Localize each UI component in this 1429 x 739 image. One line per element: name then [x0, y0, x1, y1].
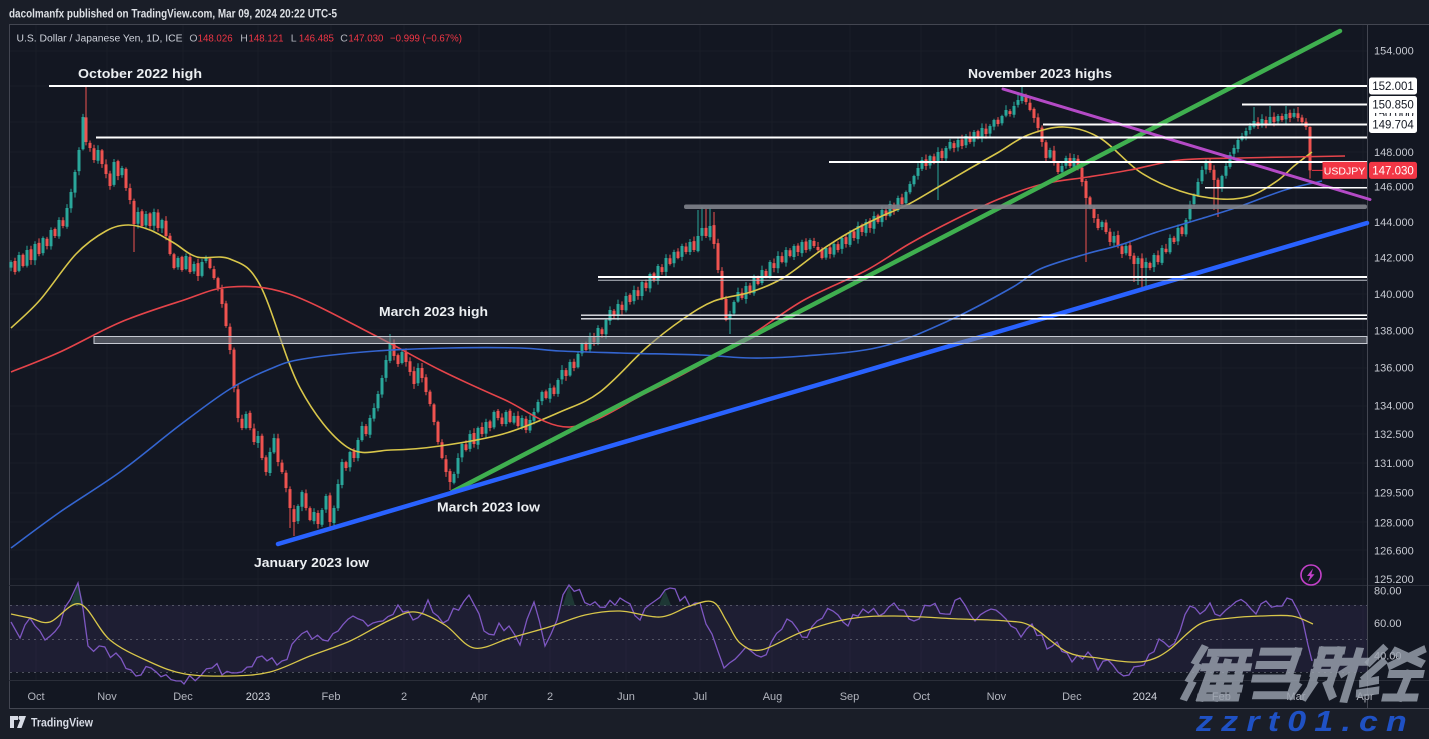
svg-text:126.600: 126.600 — [1374, 545, 1414, 557]
svg-text:C: C — [340, 33, 348, 45]
svg-text:128.000: 128.000 — [1374, 517, 1414, 529]
svg-text:Oct: Oct — [913, 691, 930, 703]
svg-text:USDJPY: USDJPY — [1324, 165, 1365, 177]
svg-text:142.000: 142.000 — [1374, 253, 1414, 265]
svg-text:Jul: Jul — [693, 691, 707, 703]
svg-text:March 2023 high: March 2023 high — [379, 305, 488, 319]
svg-text:Apr: Apr — [470, 691, 487, 703]
svg-text:147.030: 147.030 — [1372, 165, 1414, 177]
svg-text:March 2023 low: March 2023 low — [437, 501, 540, 515]
svg-text:L: L — [291, 33, 297, 45]
svg-text:149.704: 149.704 — [1372, 120, 1414, 132]
svg-text:80.00: 80.00 — [1374, 586, 1402, 598]
svg-text:Oct: Oct — [27, 691, 44, 703]
svg-text:2023: 2023 — [246, 691, 270, 703]
svg-text:−0.999 (−0.67%): −0.999 (−0.67%) — [390, 33, 462, 45]
svg-text:January 2023 low: January 2023 low — [254, 556, 369, 570]
svg-text:Nov: Nov — [987, 691, 1007, 703]
svg-text:October 2022 high: October 2022 high — [78, 67, 202, 81]
svg-text:147.030: 147.030 — [348, 33, 383, 45]
svg-text:Jun: Jun — [617, 691, 635, 703]
svg-text:Dec: Dec — [173, 691, 193, 703]
svg-text:Dec: Dec — [1062, 691, 1082, 703]
svg-text:dacolmanfx published on Tradin: dacolmanfx published on TradingView.com,… — [9, 7, 337, 21]
svg-text:146.000: 146.000 — [1374, 182, 1414, 194]
svg-text:November 2023 highs: November 2023 highs — [968, 67, 1112, 81]
svg-text:Aug: Aug — [763, 691, 783, 703]
svg-text:134.000: 134.000 — [1374, 401, 1414, 413]
svg-text:148.121: 148.121 — [249, 33, 284, 45]
svg-text:129.500: 129.500 — [1374, 488, 1414, 500]
svg-text:zzrt01.cn: zzrt01.cn — [1195, 706, 1415, 738]
svg-text:U.S. Dollar / Japanese Yen, 1D: U.S. Dollar / Japanese Yen, 1D, ICE — [17, 33, 183, 45]
svg-text:2: 2 — [401, 691, 407, 703]
svg-text:154.000: 154.000 — [1374, 46, 1414, 58]
svg-text:148.000: 148.000 — [1374, 147, 1414, 159]
svg-text:60.00: 60.00 — [1374, 618, 1402, 630]
svg-text:Feb: Feb — [322, 691, 341, 703]
svg-text:152.001: 152.001 — [1372, 81, 1414, 93]
svg-text:131.000: 131.000 — [1374, 458, 1414, 470]
svg-text:Nov: Nov — [97, 691, 117, 703]
svg-text:H: H — [240, 33, 248, 45]
svg-text:144.000: 144.000 — [1374, 217, 1414, 229]
svg-text:TradingView: TradingView — [31, 716, 94, 730]
svg-text:Sep: Sep — [840, 691, 860, 703]
svg-text:136.000: 136.000 — [1374, 363, 1414, 375]
svg-text:148.026: 148.026 — [198, 33, 233, 45]
svg-text:2: 2 — [547, 691, 553, 703]
svg-text:132.500: 132.500 — [1374, 429, 1414, 441]
svg-text:2024: 2024 — [1133, 691, 1157, 703]
svg-text:140.000: 140.000 — [1374, 289, 1414, 301]
svg-text:146.485: 146.485 — [299, 33, 334, 45]
svg-text:150.850: 150.850 — [1372, 100, 1414, 112]
svg-text:125.200: 125.200 — [1374, 574, 1414, 586]
svg-text:138.000: 138.000 — [1374, 326, 1414, 338]
svg-text:O: O — [189, 33, 197, 45]
